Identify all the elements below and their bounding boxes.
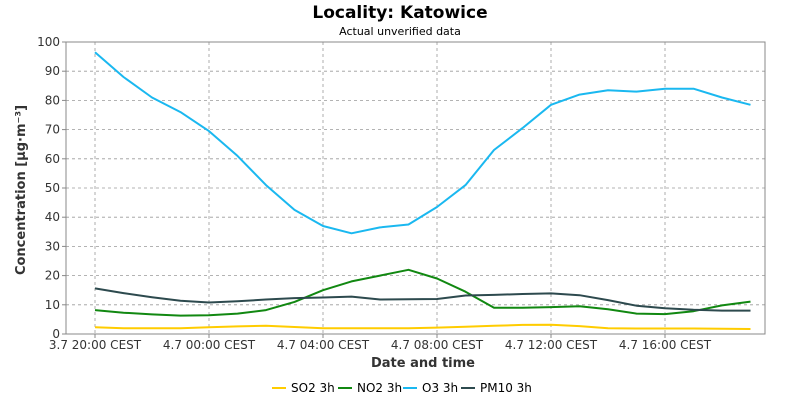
y-tick-label: 60 bbox=[45, 152, 60, 166]
x-tick-label: 4.7 00:00 CEST bbox=[163, 338, 256, 352]
x-tick-label: 4.7 08:00 CEST bbox=[391, 338, 484, 352]
y-axis-title: Concentration [µg·m⁻³] bbox=[14, 105, 29, 275]
y-tick-label: 10 bbox=[45, 298, 60, 312]
x-tick-label: 4.7 04:00 CEST bbox=[277, 338, 370, 352]
y-tick-label: 90 bbox=[45, 64, 60, 78]
y-tick-label: 20 bbox=[45, 269, 60, 283]
series-line-o3 bbox=[94, 51, 751, 235]
x-tick-label: 4.7 16:00 CEST bbox=[619, 338, 712, 352]
series-line-no2 bbox=[94, 268, 751, 317]
x-tick-label: 3.7 20:00 CEST bbox=[49, 338, 142, 352]
legend-label: NO2 3h bbox=[357, 381, 402, 395]
y-tick-label: 40 bbox=[45, 210, 60, 224]
chart-title: Locality: Katowice bbox=[312, 3, 487, 23]
y-tick-label: 0 bbox=[52, 327, 60, 341]
y-axis: 0 10 20 30 40 50 60 70 80 90 100 bbox=[37, 35, 66, 341]
x-axis: 3.7 20:00 CEST 4.7 00:00 CEST 4.7 04:00 CE… bbox=[49, 334, 712, 352]
legend-label: SO2 3h bbox=[291, 381, 335, 395]
grid bbox=[66, 42, 765, 334]
x-axis-title: Date and time bbox=[371, 356, 475, 371]
legend: SO2 3h NO2 3h O3 3h PM10 3h bbox=[272, 381, 532, 395]
x-tick-label: 4.7 12:00 CEST bbox=[505, 338, 598, 352]
y-tick-label: 30 bbox=[45, 239, 60, 253]
series-line-pm10 bbox=[94, 287, 751, 312]
y-tick-label: 70 bbox=[45, 123, 60, 137]
legend-label: PM10 3h bbox=[480, 381, 532, 395]
series-lines bbox=[94, 51, 751, 330]
legend-label: O3 3h bbox=[422, 381, 458, 395]
y-tick-label: 80 bbox=[45, 93, 60, 107]
y-tick-label: 50 bbox=[45, 181, 60, 195]
series-line-so2 bbox=[94, 323, 751, 330]
chart-subtitle: Actual unverified data bbox=[339, 25, 461, 38]
y-tick-label: 100 bbox=[37, 35, 60, 49]
